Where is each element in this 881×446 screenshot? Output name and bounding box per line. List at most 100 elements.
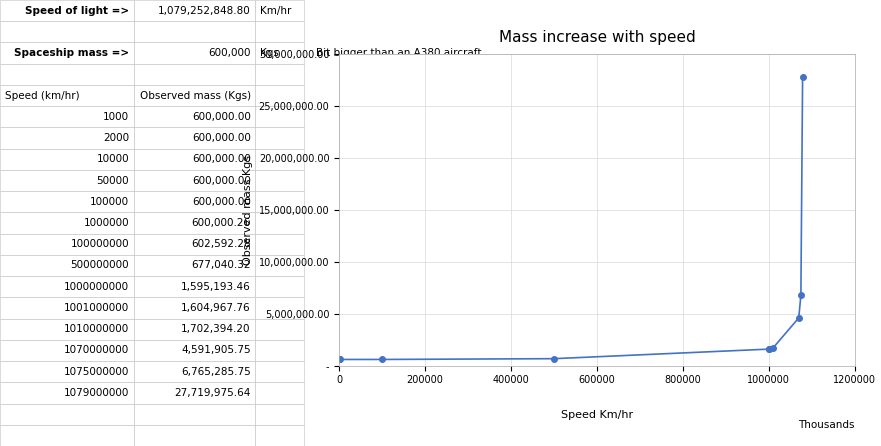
Text: 1075000000: 1075000000 (63, 367, 130, 377)
X-axis label: Speed Km/hr: Speed Km/hr (561, 410, 633, 421)
Text: Speed (km/hr): Speed (km/hr) (4, 91, 79, 100)
FancyBboxPatch shape (255, 404, 304, 425)
Text: 1010000000: 1010000000 (64, 324, 130, 334)
FancyBboxPatch shape (0, 170, 134, 191)
Text: 1070000000: 1070000000 (64, 346, 130, 355)
Text: 1000000: 1000000 (84, 218, 130, 228)
FancyBboxPatch shape (0, 149, 134, 170)
FancyBboxPatch shape (255, 276, 304, 297)
FancyBboxPatch shape (255, 21, 304, 42)
Text: 1,604,967.76: 1,604,967.76 (181, 303, 251, 313)
FancyBboxPatch shape (0, 21, 134, 42)
FancyBboxPatch shape (255, 191, 304, 212)
FancyBboxPatch shape (255, 128, 304, 149)
FancyBboxPatch shape (255, 149, 304, 170)
Text: 1000000000: 1000000000 (64, 282, 130, 292)
Text: 100000000: 100000000 (70, 239, 130, 249)
Text: 602,592.28: 602,592.28 (191, 239, 251, 249)
FancyBboxPatch shape (255, 212, 304, 234)
Text: 1079000000: 1079000000 (63, 388, 130, 398)
FancyBboxPatch shape (0, 42, 134, 64)
FancyBboxPatch shape (0, 212, 134, 234)
FancyBboxPatch shape (134, 21, 255, 42)
Text: Kgs: Kgs (260, 48, 278, 58)
Text: 2000: 2000 (103, 133, 130, 143)
FancyBboxPatch shape (0, 425, 134, 446)
FancyBboxPatch shape (255, 340, 304, 361)
FancyBboxPatch shape (255, 425, 304, 446)
FancyBboxPatch shape (0, 404, 134, 425)
Text: 27,719,975.64: 27,719,975.64 (174, 388, 251, 398)
Text: 10000: 10000 (97, 154, 130, 164)
Text: 1,702,394.20: 1,702,394.20 (181, 324, 251, 334)
FancyBboxPatch shape (134, 212, 255, 234)
Text: 600,000.00: 600,000.00 (192, 112, 251, 122)
FancyBboxPatch shape (134, 149, 255, 170)
FancyBboxPatch shape (255, 255, 304, 276)
FancyBboxPatch shape (134, 234, 255, 255)
Text: Thousands: Thousands (798, 420, 855, 430)
FancyBboxPatch shape (255, 297, 304, 318)
Text: 600,000: 600,000 (208, 48, 251, 58)
Text: 1001000000: 1001000000 (64, 303, 130, 313)
FancyBboxPatch shape (134, 404, 255, 425)
Text: Bit bigger than an A380 aircraft: Bit bigger than an A380 aircraft (316, 48, 482, 58)
FancyBboxPatch shape (255, 318, 304, 340)
Text: 1,595,193.46: 1,595,193.46 (181, 282, 251, 292)
FancyBboxPatch shape (134, 276, 255, 297)
FancyBboxPatch shape (255, 0, 304, 21)
Text: 4,591,905.75: 4,591,905.75 (181, 346, 251, 355)
FancyBboxPatch shape (134, 425, 255, 446)
Text: 677,040.32: 677,040.32 (191, 260, 251, 270)
FancyBboxPatch shape (134, 361, 255, 382)
FancyBboxPatch shape (255, 234, 304, 255)
FancyBboxPatch shape (134, 318, 255, 340)
Y-axis label: Observed mass Kgs: Observed mass Kgs (243, 155, 253, 264)
FancyBboxPatch shape (134, 382, 255, 404)
FancyBboxPatch shape (134, 297, 255, 318)
Text: 600,000.26: 600,000.26 (192, 218, 251, 228)
FancyBboxPatch shape (0, 361, 134, 382)
Text: 600,000.00: 600,000.00 (192, 176, 251, 186)
FancyBboxPatch shape (0, 297, 134, 318)
FancyBboxPatch shape (134, 191, 255, 212)
FancyBboxPatch shape (134, 170, 255, 191)
FancyBboxPatch shape (134, 128, 255, 149)
Title: Mass increase with speed: Mass increase with speed (499, 30, 695, 45)
FancyBboxPatch shape (255, 85, 304, 106)
FancyBboxPatch shape (134, 64, 255, 85)
Text: 1000: 1000 (103, 112, 130, 122)
Text: 600,000.00: 600,000.00 (192, 133, 251, 143)
FancyBboxPatch shape (255, 106, 304, 128)
Text: Spaceship mass =>: Spaceship mass => (14, 48, 130, 58)
Text: 50000: 50000 (97, 176, 130, 186)
FancyBboxPatch shape (0, 0, 134, 21)
FancyBboxPatch shape (255, 170, 304, 191)
Text: 100000: 100000 (90, 197, 130, 207)
Text: 500000000: 500000000 (70, 260, 130, 270)
FancyBboxPatch shape (134, 340, 255, 361)
FancyBboxPatch shape (255, 42, 304, 64)
FancyBboxPatch shape (255, 382, 304, 404)
Text: Km/hr: Km/hr (260, 6, 292, 16)
Text: Speed of light =>: Speed of light => (25, 6, 130, 16)
FancyBboxPatch shape (0, 106, 134, 128)
Text: Observed mass (Kgs): Observed mass (Kgs) (139, 91, 251, 100)
FancyBboxPatch shape (0, 64, 134, 85)
Text: 6,765,285.75: 6,765,285.75 (181, 367, 251, 377)
FancyBboxPatch shape (0, 318, 134, 340)
FancyBboxPatch shape (134, 255, 255, 276)
FancyBboxPatch shape (0, 191, 134, 212)
FancyBboxPatch shape (255, 361, 304, 382)
FancyBboxPatch shape (134, 42, 255, 64)
FancyBboxPatch shape (0, 85, 134, 106)
Text: 600,000.00: 600,000.00 (192, 197, 251, 207)
FancyBboxPatch shape (255, 64, 304, 85)
FancyBboxPatch shape (0, 255, 134, 276)
Text: 1,079,252,848.80: 1,079,252,848.80 (158, 6, 251, 16)
FancyBboxPatch shape (134, 0, 255, 21)
FancyBboxPatch shape (0, 276, 134, 297)
Text: 600,000.00: 600,000.00 (192, 154, 251, 164)
FancyBboxPatch shape (134, 106, 255, 128)
FancyBboxPatch shape (0, 234, 134, 255)
